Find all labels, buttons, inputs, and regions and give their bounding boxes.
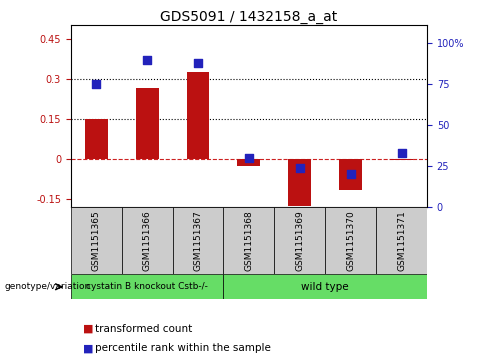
Bar bbox=[71, 274, 224, 299]
Text: GSM1151369: GSM1151369 bbox=[295, 210, 305, 271]
Point bbox=[347, 171, 355, 177]
Bar bbox=[288, 159, 311, 205]
Bar bbox=[85, 119, 108, 159]
Bar bbox=[325, 207, 376, 274]
Bar bbox=[122, 207, 173, 274]
Point bbox=[92, 81, 100, 87]
Text: cystatin B knockout Cstb-/-: cystatin B knockout Cstb-/- bbox=[86, 282, 208, 291]
Point bbox=[194, 60, 202, 66]
Bar bbox=[136, 88, 159, 159]
Bar bbox=[238, 159, 260, 166]
Text: genotype/variation: genotype/variation bbox=[5, 282, 91, 291]
Point bbox=[296, 165, 304, 171]
Text: GSM1151368: GSM1151368 bbox=[244, 210, 253, 271]
Text: ■: ■ bbox=[83, 343, 94, 354]
Bar bbox=[224, 207, 274, 274]
Text: percentile rank within the sample: percentile rank within the sample bbox=[95, 343, 271, 354]
Bar bbox=[339, 159, 362, 189]
Point bbox=[245, 155, 253, 161]
Bar bbox=[376, 207, 427, 274]
Title: GDS5091 / 1432158_a_at: GDS5091 / 1432158_a_at bbox=[160, 11, 338, 24]
Text: ■: ■ bbox=[83, 323, 94, 334]
Bar bbox=[274, 207, 325, 274]
Bar bbox=[186, 72, 209, 159]
Point bbox=[398, 150, 406, 156]
Text: GSM1151366: GSM1151366 bbox=[142, 210, 152, 271]
Text: transformed count: transformed count bbox=[95, 323, 192, 334]
Text: GSM1151370: GSM1151370 bbox=[346, 210, 355, 271]
Text: GSM1151371: GSM1151371 bbox=[397, 210, 406, 271]
Text: GSM1151367: GSM1151367 bbox=[193, 210, 203, 271]
Bar bbox=[224, 274, 427, 299]
Text: wild type: wild type bbox=[302, 282, 349, 292]
Bar bbox=[71, 207, 122, 274]
Bar bbox=[173, 207, 224, 274]
Bar bbox=[390, 159, 413, 160]
Text: GSM1151365: GSM1151365 bbox=[92, 210, 101, 271]
Point bbox=[143, 57, 151, 63]
